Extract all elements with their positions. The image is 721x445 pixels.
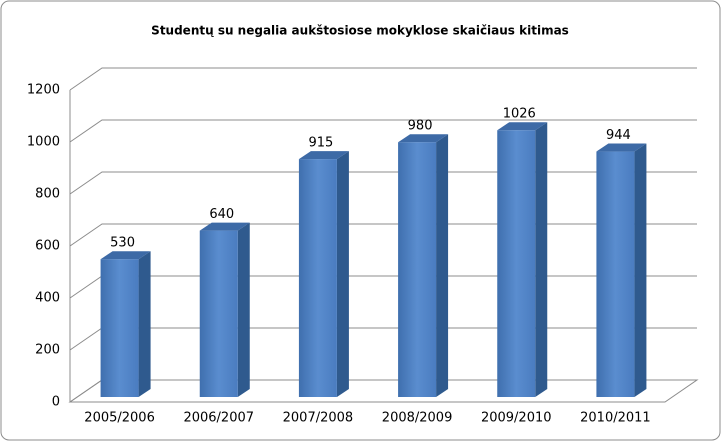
bar-top [298, 151, 349, 160]
data-label: 1026 [503, 107, 536, 122]
data-label: 944 [606, 128, 631, 143]
y-tick-label: 800 [35, 187, 60, 202]
bar-side [237, 222, 250, 397]
x-tick-label: 2009/2010 [481, 411, 552, 426]
data-label: 530 [110, 236, 135, 251]
bar [199, 230, 238, 397]
bar [398, 142, 437, 397]
y-tick-label: 400 [35, 291, 60, 306]
bar-side [138, 251, 151, 397]
bar [596, 151, 635, 397]
bar-top [199, 222, 250, 231]
bar-top [398, 134, 449, 143]
bar-side [436, 134, 449, 397]
x-tick-label: 2006/2007 [183, 411, 254, 426]
x-tick-label: 2005/2006 [84, 411, 155, 426]
x-tick-label: 2007/2008 [283, 411, 354, 426]
x-tick-label: 2010/2011 [580, 411, 651, 426]
y-tick-label: 1000 [27, 135, 60, 150]
bar-top [100, 251, 151, 260]
bar [497, 130, 536, 398]
grid-line [69, 119, 697, 143]
y-tick-label: 200 [35, 343, 60, 358]
bar [100, 259, 139, 397]
data-label: 915 [309, 136, 334, 151]
y-tick-label: 0 [52, 395, 60, 410]
y-tick-label: 1200 [27, 83, 60, 98]
data-label: 980 [408, 119, 433, 134]
grid-line [69, 67, 697, 91]
bar [298, 159, 337, 397]
chart-title: Studentų su negalia aukštosiose mokyklos… [151, 24, 569, 38]
x-tick-label: 2008/2009 [382, 411, 453, 426]
bar-top [497, 122, 548, 131]
data-label: 640 [209, 207, 234, 222]
bar-side [336, 151, 349, 397]
y-tick-label: 600 [35, 239, 60, 254]
bar-side [535, 122, 548, 398]
bar-top [596, 143, 647, 152]
bar-side [634, 143, 647, 397]
